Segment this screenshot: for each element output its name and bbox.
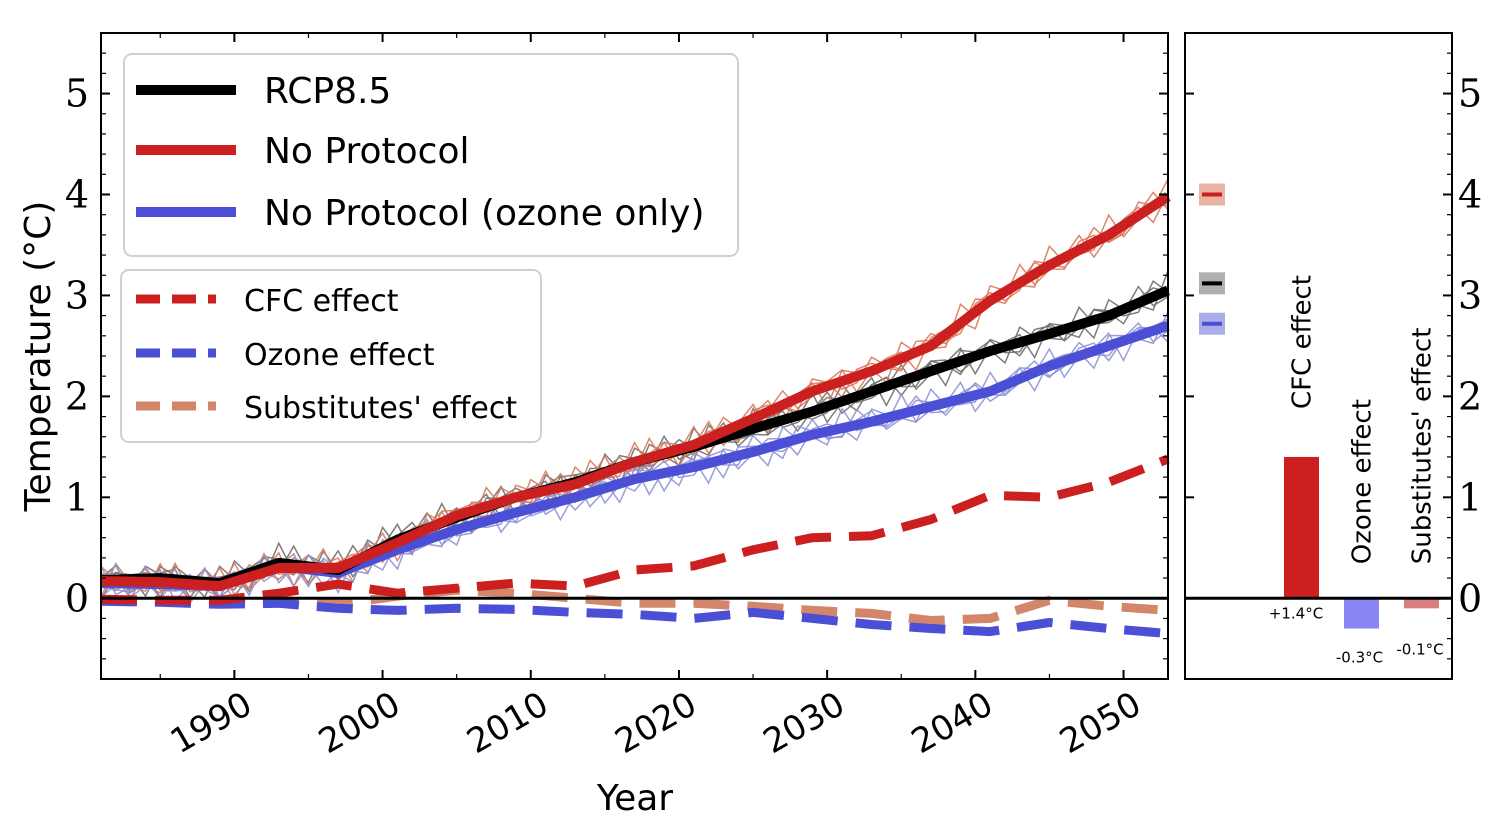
y-tick-label: 1 <box>65 475 89 519</box>
legend-label-ozone-only: No Protocol (ozone only) <box>264 193 705 234</box>
x-tick-label: 2050 <box>1053 684 1148 762</box>
legend-main: RCP8.5 No Protocol No Protocol (ozone on… <box>123 53 739 257</box>
x-tick-label: 2020 <box>609 684 704 762</box>
side-ticks: 0 1 2 3 4 5 <box>1185 52 1482 680</box>
effect-bar <box>1284 456 1319 599</box>
effect-bar-category: CFC effect <box>1288 275 1318 409</box>
y-tick-label: 0 <box>65 576 89 620</box>
legend-main-box <box>123 53 739 257</box>
x-tick-label: 2040 <box>905 684 1000 762</box>
side-axes: +1.4°C CFC effect -0.3°C Ozone effect -0.1°C… <box>1184 32 1482 680</box>
x-tick-label: 2030 <box>757 684 852 762</box>
y-tick-label: 3 <box>65 273 89 317</box>
effect-bar <box>1404 598 1439 609</box>
y-tick-label: 5 <box>65 72 89 116</box>
endpoint-markers <box>1199 183 1225 335</box>
series-line-no-protocol <box>100 192 1171 592</box>
legend-label-no-protocol: No Protocol <box>264 131 469 172</box>
series-line-ozone-effect <box>100 596 1169 639</box>
y-axis-label: Temperature (°C) <box>18 201 59 513</box>
effect-bar-value: -0.1°C <box>1396 640 1443 658</box>
side-y-tick-label: 1 <box>1458 475 1482 519</box>
x-axis-label: Year <box>596 778 673 819</box>
legend-label-rcp85: RCP8.5 <box>264 71 391 112</box>
legend-effects-box <box>120 269 542 443</box>
side-y-tick-label: 4 <box>1458 173 1482 217</box>
x-tick-label: 2010 <box>460 684 555 762</box>
y-tick-label: 2 <box>65 374 89 418</box>
effect-bar-category: Substitutes' effect <box>1408 328 1438 565</box>
series-line-substitutes-effect <box>100 585 1169 625</box>
effect-bar <box>1344 598 1379 629</box>
effect-bar-value: -0.3°C <box>1336 649 1383 667</box>
y-tick-label: 4 <box>65 173 89 217</box>
series-line-cfc-effect <box>100 454 1170 605</box>
side-y-tick-label: 3 <box>1458 273 1482 317</box>
effect-bar-value: +1.4°C <box>1269 604 1323 622</box>
legend-label-substitutes: Substitutes' effect <box>244 391 517 426</box>
effect-bar-category: Ozone effect <box>1348 399 1378 564</box>
side-y-tick-label: 0 <box>1458 576 1482 620</box>
legend-effects: CFC effect Ozone effect Substitutes' eff… <box>120 269 542 443</box>
legend-label-ozone: Ozone effect <box>244 338 435 373</box>
ensemble-line <box>100 280 1169 599</box>
series-lines <box>100 192 1171 639</box>
x-tick-label: 1990 <box>164 684 259 762</box>
effect-bars: +1.4°C CFC effect -0.3°C Ozone effect -0.1°C… <box>1269 275 1444 667</box>
legend-label-cfc: CFC effect <box>244 284 399 319</box>
side-y-tick-label: 5 <box>1458 72 1482 116</box>
side-y-tick-label: 2 <box>1458 374 1482 418</box>
x-tick-label: 2000 <box>312 684 407 762</box>
